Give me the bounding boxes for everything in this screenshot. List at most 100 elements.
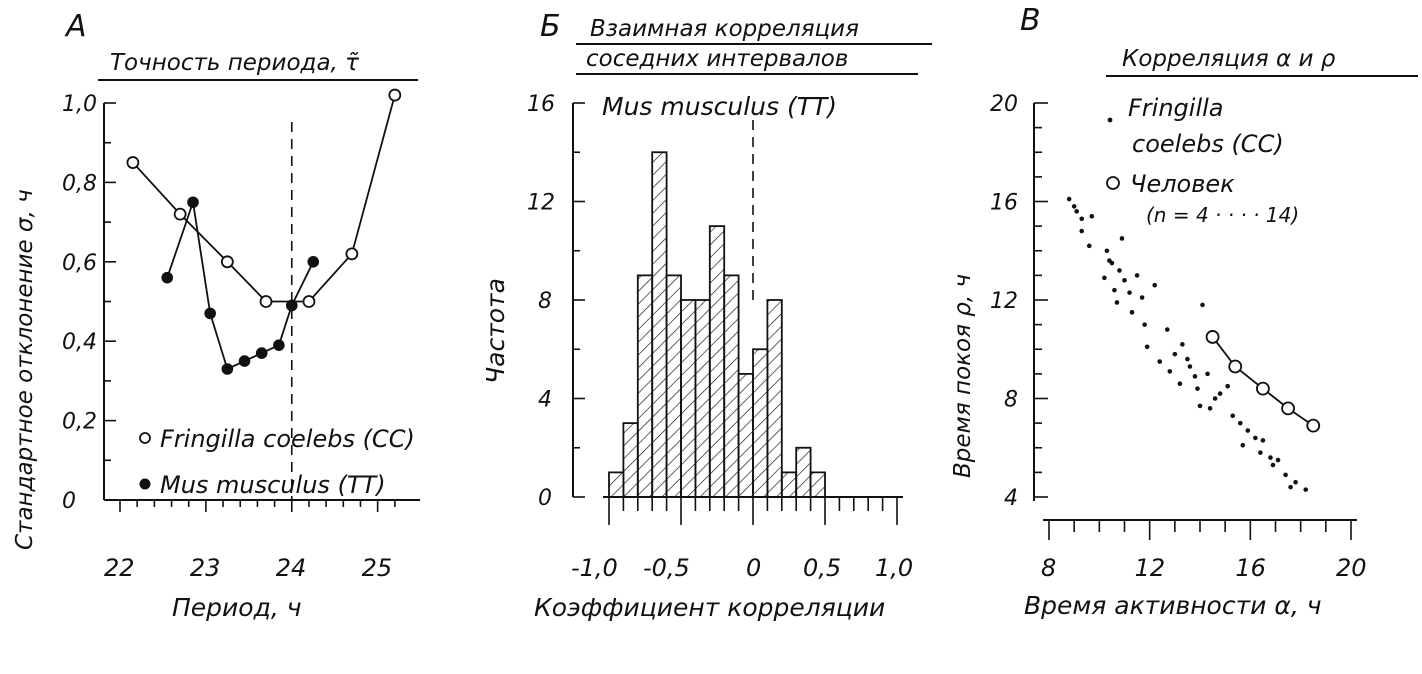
fringilla-dot	[1237, 420, 1243, 426]
legend-open-circle-icon	[1106, 176, 1120, 190]
fringilla-dot	[1107, 258, 1112, 263]
mus-point	[221, 363, 234, 375]
fringilla-dot	[1212, 396, 1218, 401]
fringilla-dot	[1066, 196, 1072, 202]
fringilla-dot	[1122, 278, 1127, 283]
fringilla-dot	[1303, 487, 1308, 492]
panel-b-x-tick-label: -1,0	[571, 554, 618, 582]
fringilla-dot	[1180, 342, 1185, 347]
fringilla-dot	[1117, 268, 1122, 273]
legend-open-circle-icon	[139, 432, 151, 444]
mus-point	[204, 307, 216, 320]
panel-b-tick-labels: 0 4 8 12 16 -1,0 -0,5 0 0,5 1,0	[527, 92, 913, 582]
panel-b-letter: Б	[540, 9, 561, 44]
fringilla-dot	[1071, 204, 1077, 209]
histogram-bar	[622, 422, 639, 498]
panel-a-xlabel: Период, ч	[172, 593, 302, 622]
fringilla-dot	[1102, 275, 1107, 281]
histogram-bar	[723, 274, 740, 498]
fringilla-dot	[1288, 484, 1293, 490]
panel-a-title: Точность периода, τ̃	[110, 50, 359, 76]
fringilla-dot	[1270, 462, 1276, 468]
fringilla-dot	[1167, 369, 1173, 374]
panel-c-ylabel: Время покоя ρ, ч	[950, 274, 976, 478]
panel-b-axes	[572, 102, 903, 525]
panel-c-y-tick-label: 8	[1004, 388, 1018, 413]
fringilla-dot	[1240, 442, 1246, 448]
fringilla-point	[388, 88, 402, 102]
panel-a-y-tick-label: 0,4	[62, 330, 97, 355]
fringilla-dot	[1119, 236, 1125, 241]
panel-b-x-tick-label: 0	[746, 554, 761, 582]
panel-b-title-line1: Взаимная корреляция	[590, 16, 859, 42]
panel-a-y-tick-label: 0,2	[62, 410, 97, 435]
panel-a-ylabel: Стандартное отклонение σ, ч	[12, 189, 38, 550]
fringilla-dot	[1258, 450, 1263, 455]
fringilla-dot	[1192, 374, 1198, 379]
fringilla-dot	[1144, 344, 1150, 350]
panel-a-legend-filled: Mus musculus (TT)	[160, 471, 386, 499]
panel-b-species: Mus musculus (TT)	[602, 92, 837, 121]
fringilla-point	[126, 156, 140, 169]
panel-c-xlabel: Время активности α, ч	[1024, 591, 1322, 620]
fringilla-dot	[1152, 282, 1157, 288]
fringilla-dot	[1139, 295, 1145, 300]
panel-a-y-tick-label: 1,0	[62, 92, 97, 117]
panel-b-ylabel: Частота	[481, 278, 510, 384]
panel-c-x-tick-label: 8	[1041, 554, 1056, 582]
fringilla-dot	[1245, 428, 1251, 433]
histogram-bar	[795, 446, 812, 498]
fringilla-dot	[1217, 391, 1223, 396]
panel-a-tick-labels: 0 0,2 0,4 0,6 0,8 1,0 22 23 24 25	[62, 92, 392, 582]
panel-b-bars	[608, 151, 826, 498]
histogram-bar	[737, 372, 754, 498]
human-point	[1228, 359, 1243, 374]
fringilla-dot	[1293, 479, 1298, 485]
panel-a: А Точность периода, τ̃ Стандартное откло…	[12, 9, 420, 622]
panel-b-x-tick-label: 0,5	[803, 554, 841, 582]
panel-b-y-tick-label: 8	[538, 289, 552, 314]
human-point	[1306, 418, 1321, 433]
panel-b-x-tick-label: -0,5	[643, 554, 690, 582]
series-human-line	[1211, 336, 1314, 427]
fringilla-dot	[1260, 438, 1266, 443]
fringilla-dot	[1086, 243, 1092, 249]
fringilla-dot	[1127, 290, 1132, 295]
panel-a-letter: А	[64, 9, 87, 44]
panel-c: В Корреляция α и ρ Время покоя ρ, ч Врем…	[950, 3, 1418, 620]
histogram-bar	[636, 274, 654, 498]
panel-b-y-tick-label: 4	[538, 388, 552, 413]
panel-c-legend-circle: Человек	[1130, 170, 1235, 198]
fringilla-dot	[1187, 364, 1193, 369]
fringilla-dot	[1195, 386, 1200, 391]
fringilla-dot	[1112, 287, 1117, 293]
panel-a-y-tick-label: 0,6	[62, 251, 97, 276]
fringilla-dot	[1268, 455, 1273, 460]
panel-c-y-tick-label: 12	[990, 289, 1018, 314]
panel-c-axes	[1033, 102, 1357, 540]
fringilla-dot	[1079, 228, 1085, 234]
fringilla-dot	[1275, 457, 1281, 463]
mus-point	[285, 299, 298, 312]
panel-c-y-tick-label: 16	[990, 191, 1018, 216]
fringilla-dot	[1079, 216, 1085, 222]
panel-c-marks	[1066, 196, 1321, 492]
histogram-bar	[651, 151, 668, 498]
fringilla-dot	[1200, 302, 1205, 308]
panel-a-y-tick-label: 0,8	[62, 171, 97, 196]
mus-point	[307, 255, 320, 268]
fringilla-point	[302, 295, 316, 308]
panel-b: Б Взаимная корреляция соседних интервало…	[481, 9, 932, 622]
legend-filled-circle-icon	[139, 478, 151, 490]
mus-point	[187, 196, 199, 209]
fringilla-dot	[1157, 359, 1163, 364]
panel-c-x-tick-label: 12	[1135, 554, 1166, 582]
fringilla-dot	[1197, 403, 1203, 409]
series-fringilla-line	[132, 94, 396, 303]
panel-c-legend-dots-1: Fringilla	[1128, 94, 1224, 122]
legend-dot-icon	[1107, 117, 1113, 123]
panel-b-x-tick-label: 1,0	[875, 554, 913, 582]
panel-a-legend-open: Fringilla coelebs (CC)	[160, 425, 415, 453]
fringilla-point	[345, 247, 359, 261]
